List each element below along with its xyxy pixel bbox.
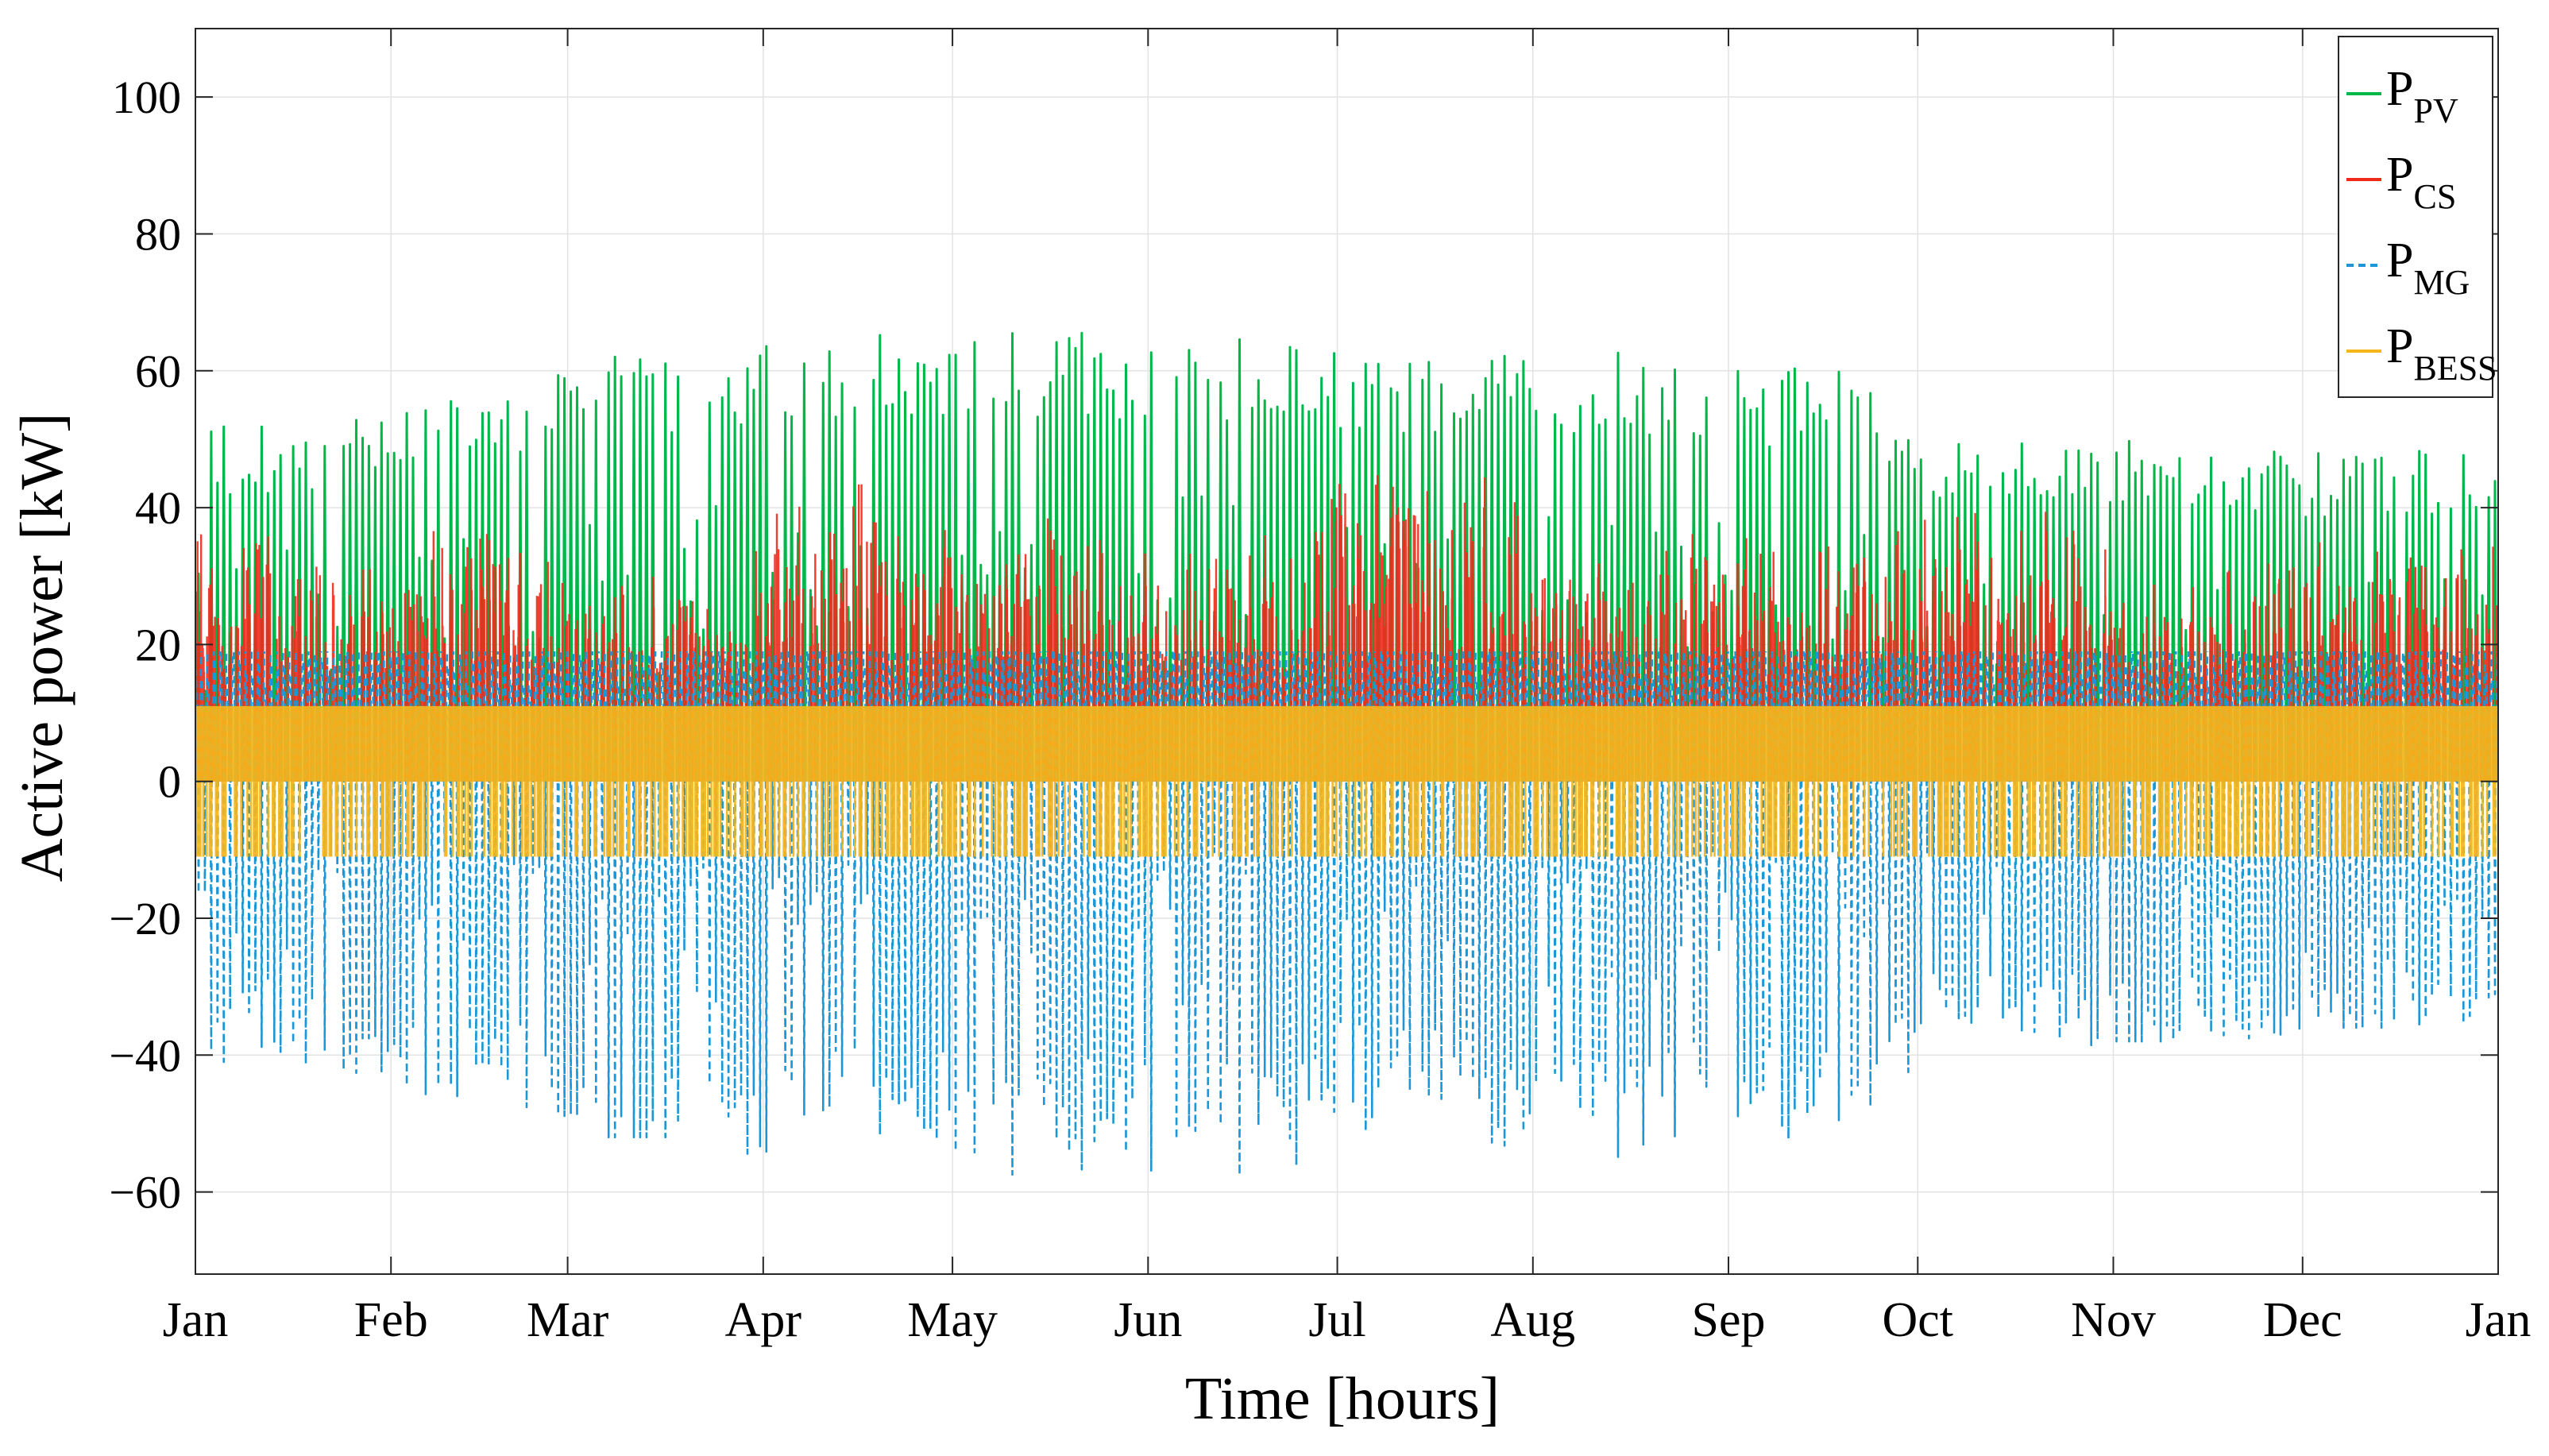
y-tick-label: 100: [112, 71, 181, 123]
legend-label-pv: PPV: [2386, 62, 2458, 130]
y-tick-label: 20: [135, 619, 181, 670]
plot-frame: [195, 28, 2499, 1275]
series-pv-line: [195, 331, 2498, 782]
x-tick-label: Jul: [1308, 1293, 1365, 1347]
x-tick-label: Sep: [1692, 1293, 1766, 1347]
legend-label-sub: CS: [2413, 177, 2456, 216]
legend-label-sub: MG: [2413, 263, 2470, 302]
x-tick-label: Jan: [2466, 1293, 2532, 1347]
x-tick-label: Dec: [2263, 1293, 2342, 1347]
x-tick-label: Jan: [163, 1293, 229, 1347]
legend-label-sub: PV: [2413, 91, 2458, 130]
legend-label-sub: BESS: [2413, 349, 2497, 388]
x-tick-label: May: [907, 1293, 998, 1347]
ticks-layer: 100 80 60 40 20 0 −20 −40 −60 Jan Feb Mar Apr May Jun J…: [109, 29, 2531, 1347]
y-axis-label: Active power [kW]: [9, 413, 75, 882]
x-tick-label: Aug: [1490, 1293, 1575, 1347]
legend-box: [2338, 36, 2493, 398]
x-tick-label: Oct: [1883, 1293, 1954, 1347]
x-tick-label: Jun: [1114, 1293, 1182, 1347]
x-axis-label: Time [hours]: [1185, 1365, 1500, 1432]
x-tick-label: Apr: [725, 1293, 802, 1347]
y-tick-label: 80: [135, 208, 181, 260]
legend-label-cs: PCS: [2386, 148, 2456, 216]
series-mg-line: [195, 651, 2499, 1176]
x-tick-label: Nov: [2071, 1293, 2156, 1347]
legend-label-base: P: [2386, 234, 2413, 288]
y-tick-label: −20: [109, 893, 181, 944]
legend-label-base: P: [2386, 62, 2413, 116]
legend-label-bess: PBESS: [2386, 319, 2497, 388]
x-tick-label: Feb: [354, 1293, 428, 1347]
y-tick-label: 40: [135, 482, 181, 534]
legend-label-base: P: [2386, 319, 2413, 373]
x-tick-label: Mar: [527, 1293, 609, 1347]
y-tick-label: −40: [109, 1029, 181, 1081]
y-tick-label: 60: [135, 346, 181, 397]
y-tick-label: −60: [109, 1167, 181, 1218]
legend-label-mg: PMG: [2386, 234, 2470, 302]
legend-label-base: P: [2386, 148, 2413, 202]
y-tick-label: 0: [158, 756, 181, 808]
